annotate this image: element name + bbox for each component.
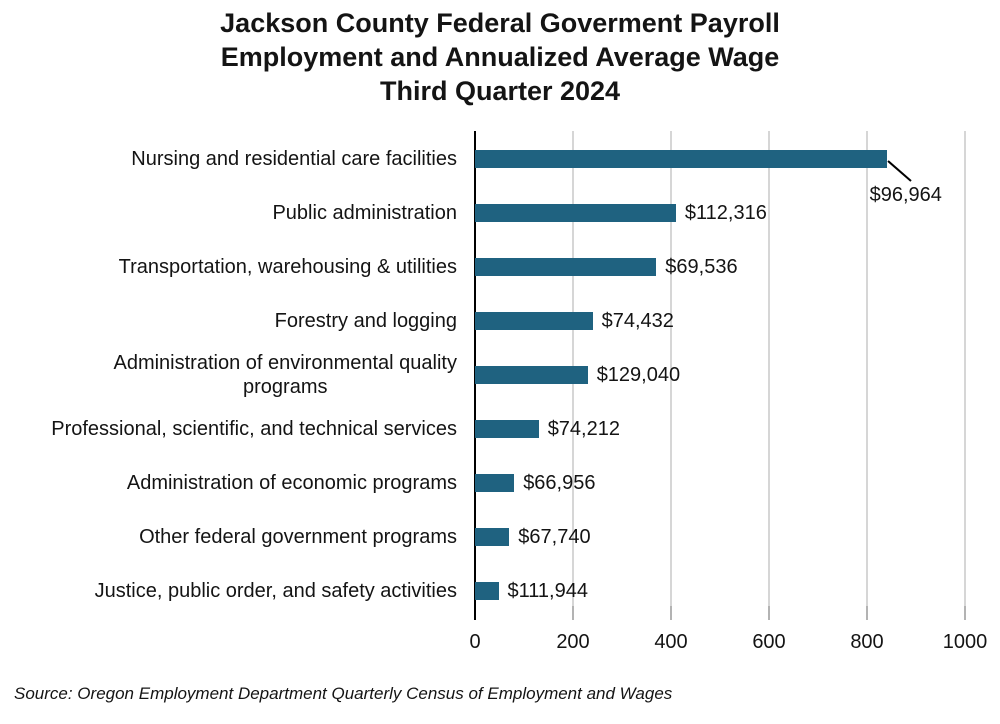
category-label: Professional, scientific, and technical …	[0, 403, 457, 455]
bar	[475, 473, 515, 492]
x-tick-label: 400	[654, 631, 688, 653]
gridline	[670, 131, 672, 606]
x-tick	[768, 606, 770, 620]
value-label: $74,212	[547, 417, 620, 440]
value-label: $129,040	[596, 363, 681, 386]
value-label: $66,956	[523, 471, 596, 494]
bar	[475, 311, 593, 330]
value-label: $67,740	[518, 525, 591, 548]
category-label-text: Administration of economic programs	[126, 471, 457, 494]
bar	[475, 365, 588, 384]
value-label: $74,432	[601, 309, 674, 332]
category-label-text: Forestry and logging	[274, 309, 457, 332]
category-label-text: Other federal government programs	[139, 525, 457, 548]
value-label: $111,944	[507, 579, 588, 602]
category-label-text: Transportation, warehousing & utilities	[118, 255, 457, 278]
category-label: Forestry and logging	[0, 295, 457, 347]
gridline	[866, 131, 868, 606]
leader-line	[886, 159, 912, 182]
category-label: Other federal government programs	[0, 511, 457, 563]
value-label: $69,536	[665, 255, 738, 278]
chart-title: Jackson County Federal Goverment Payroll…	[220, 8, 780, 106]
bar	[475, 527, 510, 546]
category-label-text: Public administration	[272, 201, 457, 224]
bar	[475, 581, 499, 600]
x-tick-label: 600	[752, 631, 786, 653]
bar	[475, 203, 676, 222]
category-label-text: Justice, public order, and safety activi…	[94, 579, 457, 602]
category-label: Administration of environmental quality …	[0, 349, 457, 401]
category-label: Justice, public order, and safety activi…	[0, 565, 457, 617]
category-label: Transportation, warehousing & utilities	[0, 241, 457, 293]
bar	[475, 257, 657, 276]
category-label-text: Administration of environmental quality …	[113, 351, 457, 398]
value-label: $112,316	[684, 201, 767, 224]
x-tick-label: 0	[469, 631, 481, 653]
x-tick	[670, 606, 672, 620]
wage-callout-label: $96,964	[869, 183, 942, 206]
gridline	[768, 131, 770, 606]
x-tick	[866, 606, 868, 620]
bar	[475, 419, 539, 438]
category-label: Nursing and residential care facilities	[0, 133, 457, 185]
x-tick-label: 200	[556, 631, 590, 653]
source-note: Source: Oregon Employment Department Qua…	[14, 684, 673, 703]
category-label-text: Professional, scientific, and technical …	[51, 417, 457, 440]
bar	[475, 149, 887, 168]
x-tick-label: 1000	[942, 631, 988, 653]
gridline	[964, 131, 966, 606]
category-label-text: Nursing and residential care facilities	[131, 147, 457, 170]
x-tick	[572, 606, 574, 620]
x-tick-label: 800	[850, 631, 884, 653]
x-tick	[964, 606, 966, 620]
category-label: Administration of economic programs	[0, 457, 457, 509]
category-label: Public administration	[0, 187, 457, 239]
